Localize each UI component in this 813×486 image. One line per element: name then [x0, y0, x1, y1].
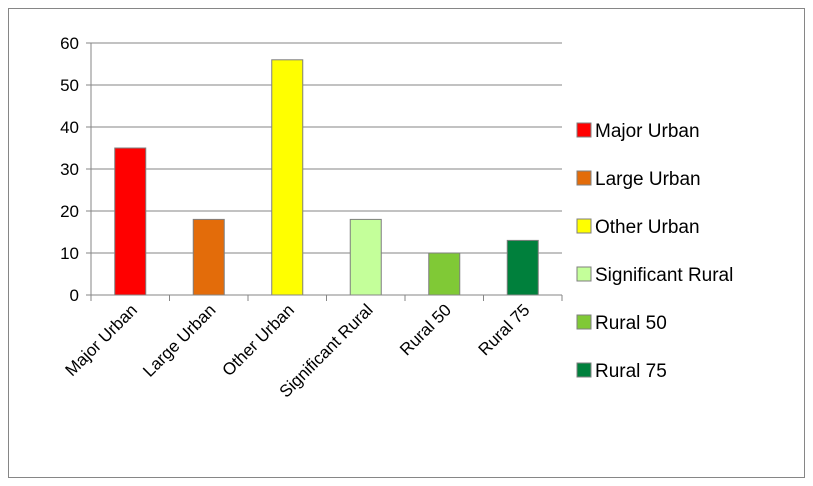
- legend-swatch: [576, 122, 592, 138]
- y-tick-labels: 0 10 20 30 40 50 60: [60, 34, 79, 305]
- y-tick-label: 50: [60, 76, 79, 95]
- y-tick-label: 20: [60, 202, 79, 221]
- x-tick-label: Major Urban: [61, 300, 141, 380]
- x-tick-label: Large Urban: [139, 300, 219, 380]
- legend-swatch: [576, 362, 592, 378]
- legend-label: Significant Rural: [595, 265, 733, 286]
- legend-label: Other Urban: [595, 217, 700, 238]
- y-tick-label: 10: [60, 244, 79, 263]
- legend-swatch: [576, 218, 592, 234]
- bar: [114, 147, 147, 296]
- bars: [114, 59, 539, 296]
- x-tick-label: Rural 50: [396, 300, 455, 359]
- chart-frame: 0 10 20 30 40 50 60 Major Urban Large Urban Othe…: [8, 8, 805, 478]
- legend-label: Major Urban: [595, 121, 700, 142]
- bar: [349, 218, 382, 296]
- legend-swatch: [576, 266, 592, 282]
- x-tick-label: Other Urban: [218, 300, 298, 380]
- y-tick-label: 30: [60, 160, 79, 179]
- legend: Major Urban Large Urban Other Urban Signifi…: [576, 121, 733, 382]
- bar: [428, 252, 461, 296]
- legend-swatch: [576, 314, 592, 330]
- bar: [506, 239, 539, 296]
- x-tick-label: Rural 75: [475, 300, 534, 359]
- legend-label: Rural 75: [595, 361, 667, 382]
- axes: [86, 42, 563, 301]
- y-tick-label: 40: [60, 118, 79, 137]
- legend-label: Large Urban: [595, 169, 701, 190]
- bar: [271, 59, 304, 296]
- y-tick-label: 0: [70, 286, 79, 305]
- gridlines: [91, 42, 562, 254]
- legend-label: Rural 50: [595, 313, 667, 334]
- legend-swatch: [576, 170, 592, 186]
- y-tick-label: 60: [60, 34, 79, 53]
- bar: [192, 218, 225, 296]
